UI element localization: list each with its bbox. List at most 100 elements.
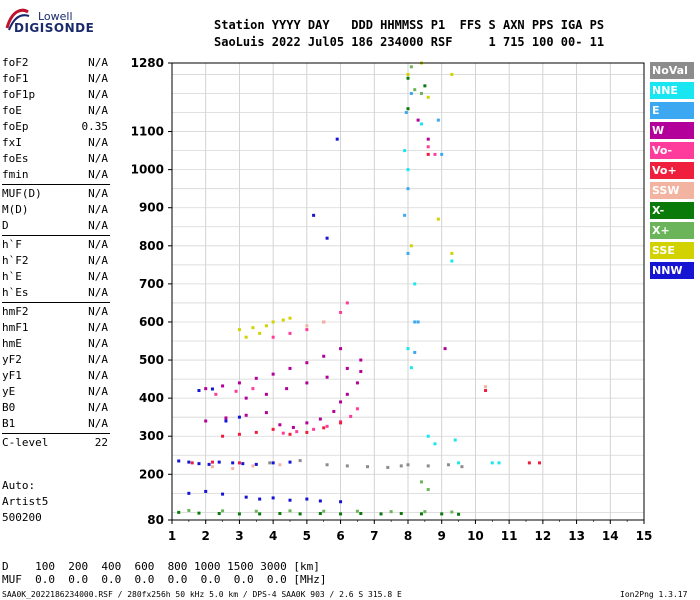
point-w <box>318 417 322 421</box>
point-w <box>288 366 292 370</box>
point-x- <box>298 512 302 516</box>
y-tick-label: 200 <box>139 467 164 481</box>
param-name: fxI <box>2 136 22 149</box>
param-row: MUF(D) N/A <box>2 186 110 202</box>
point-nnw <box>204 489 208 493</box>
y-tick-label: 1100 <box>131 125 164 139</box>
param-separator <box>2 433 110 434</box>
point-sse <box>281 318 285 322</box>
point-nnw <box>335 137 339 141</box>
point-noval <box>386 465 390 469</box>
param-value: N/A <box>88 305 108 318</box>
param-row: h`E N/A <box>2 269 110 285</box>
param-value: N/A <box>88 187 108 200</box>
legend-item-x-: X- <box>650 202 694 219</box>
point-nnw <box>339 500 343 504</box>
point-sse <box>406 72 410 76</box>
auto-version: 500200 <box>2 511 42 524</box>
legend: NoVal NNE E W Vo- Vo+ SSW X- X+ SSE NNW <box>650 62 694 282</box>
point-nne <box>497 461 501 465</box>
point-x- <box>197 511 201 515</box>
point-vo- <box>237 461 241 465</box>
point-e <box>406 251 410 255</box>
param-name: yF2 <box>2 353 22 366</box>
point-x- <box>406 76 410 80</box>
point-x- <box>258 512 262 516</box>
point-w <box>221 384 225 388</box>
point-sse <box>264 324 268 328</box>
param-value: N/A <box>88 152 108 165</box>
param-separator <box>2 302 110 303</box>
point-x- <box>423 84 427 88</box>
point-vo- <box>190 461 194 465</box>
legend-item-w: W <box>650 122 694 139</box>
point-nnw <box>318 499 322 503</box>
point-nnw <box>187 491 191 495</box>
point-nne <box>419 122 423 126</box>
param-value: N/A <box>88 168 108 181</box>
point-nne <box>406 168 410 172</box>
point-x- <box>217 512 221 516</box>
param-value: N/A <box>88 104 108 117</box>
param-separator <box>2 235 110 236</box>
point-ssw <box>484 385 488 389</box>
x-tick-label: 12 <box>535 529 552 543</box>
point-vo- <box>339 310 343 314</box>
y-tick-label: 700 <box>139 277 164 291</box>
legend-item-vo-: Vo- <box>650 142 694 159</box>
point-e <box>436 118 440 122</box>
point-x- <box>426 488 430 492</box>
point-vo- <box>237 432 241 436</box>
point-nne <box>457 461 461 465</box>
point-sse <box>450 251 454 255</box>
param-value: N/A <box>88 417 108 430</box>
point-w <box>204 419 208 423</box>
point-sse <box>237 328 241 332</box>
point-vo- <box>426 145 430 149</box>
point-nne <box>403 149 407 153</box>
point-nnw <box>241 462 245 466</box>
point-sse <box>450 72 454 76</box>
legend-item-vo-: Vo+ <box>650 162 694 179</box>
legend-item-e: E <box>650 102 694 119</box>
point-w <box>285 387 289 391</box>
param-name: B1 <box>2 417 16 430</box>
point-sse <box>426 95 430 99</box>
param-name: yE <box>2 385 16 398</box>
point-w <box>416 118 420 122</box>
point-noval <box>345 464 349 468</box>
point-vo- <box>214 392 218 396</box>
point-x- <box>406 107 410 111</box>
point-sse <box>244 335 248 339</box>
point-vo- <box>234 389 238 393</box>
point-w <box>339 400 343 404</box>
point-w <box>244 396 248 400</box>
point-noval <box>325 463 329 467</box>
param-name: fmin <box>2 168 29 181</box>
parameters-panel: foF2 N/A foF1 N/A foF1p N/A foE N/A foEp 0.35 fxI N… <box>2 55 110 451</box>
x-tick-label: 1 <box>168 529 176 543</box>
x-tick-label: 6 <box>336 529 344 543</box>
param-value: N/A <box>88 219 108 232</box>
param-value: N/A <box>88 136 108 149</box>
point-vo- <box>281 431 285 435</box>
param-name: hmF1 <box>2 321 29 334</box>
point-sse <box>251 326 255 330</box>
point-nnw <box>197 462 201 466</box>
point-e <box>406 187 410 191</box>
point-w <box>359 369 363 373</box>
point-w <box>325 375 329 379</box>
param-value: N/A <box>88 270 108 283</box>
point-e <box>413 320 417 324</box>
point-x- <box>288 509 292 513</box>
param-row: fmin N/A <box>2 167 110 183</box>
point-nnw <box>187 460 191 464</box>
param-row: D N/A <box>2 218 110 234</box>
point-noval <box>268 461 272 465</box>
point-w <box>355 381 359 385</box>
param-name: C-level <box>2 436 49 449</box>
param-row: foF1 N/A <box>2 71 110 87</box>
point-w <box>237 381 241 385</box>
point-vo- <box>288 331 292 335</box>
param-value: N/A <box>88 56 108 69</box>
